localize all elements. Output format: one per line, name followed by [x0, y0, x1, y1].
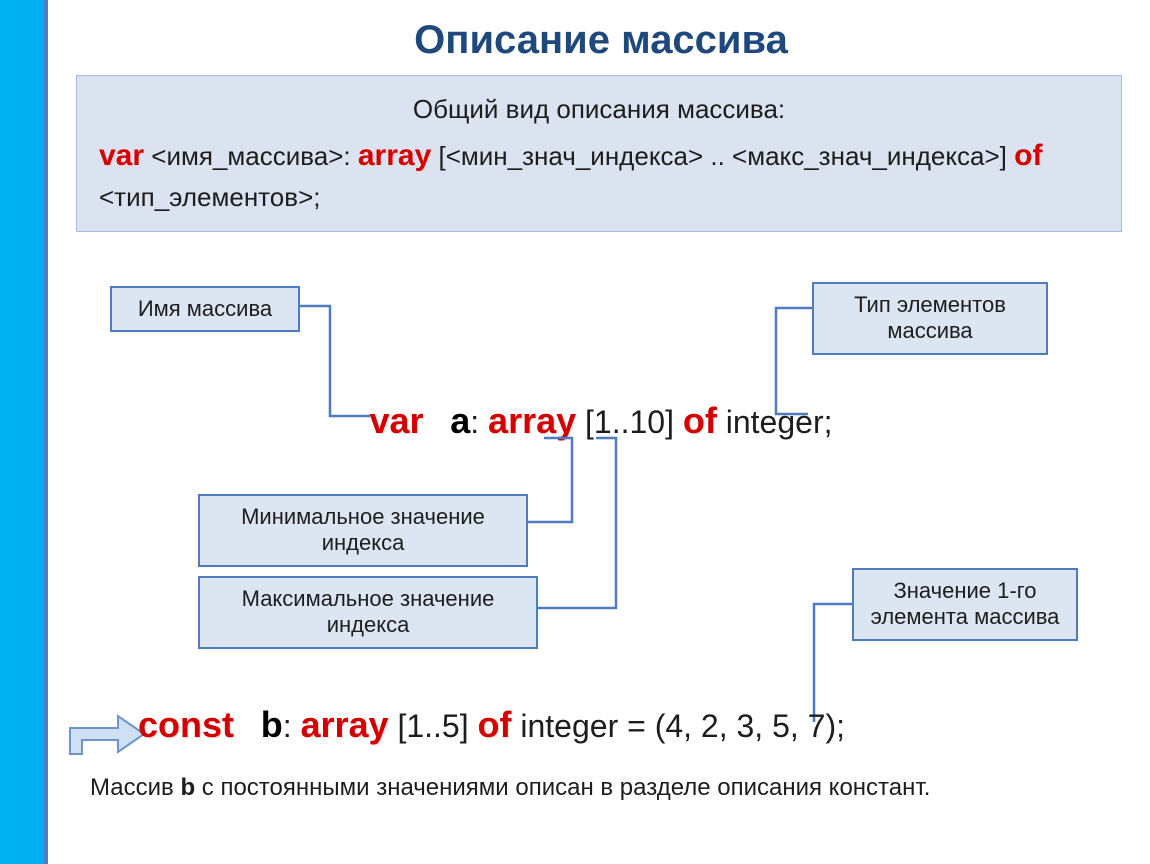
connector-max — [536, 436, 646, 616]
syntax-description-box: Общий вид описания массива: var <имя_мас… — [76, 75, 1122, 232]
keyword-of: of — [1014, 139, 1042, 172]
keyword-array: array — [300, 704, 388, 745]
syntax-intro: Общий вид описания массива: — [99, 90, 1099, 129]
keyword-of: of — [478, 704, 512, 745]
slide-title: Описание массива — [52, 0, 1150, 75]
keyword-of: of — [683, 400, 717, 441]
label-max-index: Максимальное значение индекса — [198, 576, 538, 649]
label-array-name: Имя массива — [110, 286, 300, 332]
variable-name-b: b — [261, 704, 283, 745]
arrow-icon — [42, 700, 152, 760]
label-element-type: Тип элементов массива — [812, 282, 1048, 355]
keyword-const: const — [138, 704, 234, 745]
label-first-value: Значение 1-го элемента массива — [852, 568, 1078, 641]
syntax-line: var <имя_массива>: array [<мин_знач_инде… — [99, 133, 1099, 217]
label-min-index: Минимальное значение индекса — [198, 494, 528, 567]
sidebar-stripe — [0, 0, 48, 864]
keyword-array: array — [488, 400, 576, 441]
variable-name-a: a — [450, 400, 470, 441]
keyword-var: var — [370, 400, 424, 441]
keyword-var: var — [99, 139, 144, 172]
slide-content: Описание массива Общий вид описания масс… — [52, 0, 1150, 864]
example-const-declaration: const b: array [1..5] of integer = (4, 2… — [138, 704, 845, 746]
keyword-array: array — [358, 139, 431, 172]
footer-text: Массив b с постоянными значениями описан… — [90, 772, 1130, 803]
